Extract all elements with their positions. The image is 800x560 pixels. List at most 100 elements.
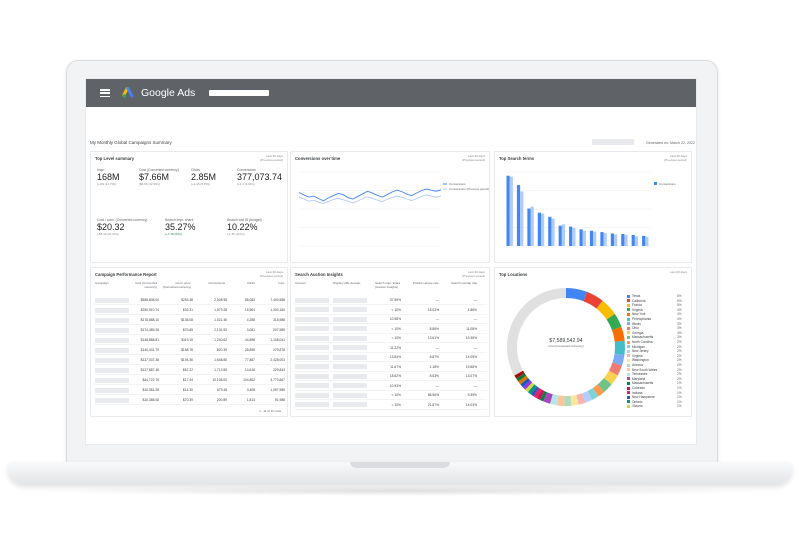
location-legend-item[interactable]: New Jersey (627, 349, 649, 353)
table-row[interactable]: < 10% 13.61% 19.38% (295, 334, 487, 343)
table-row[interactable]: $148,888.81 $119.15 1,240.62 44,898 1,108,04… (95, 336, 285, 345)
top-locations-card: Top Locations Last 30 days $7,589,542.94… (494, 267, 692, 417)
table-row[interactable]: 37.95% — — (295, 296, 487, 305)
table-row[interactable]: $140,401.79 $168.78 820.39 28,895 279,878 (95, 346, 285, 355)
column-header[interactable]: Cost / conv. (Converted currency) (162, 281, 191, 289)
column-header[interactable]: Position above rate (413, 281, 439, 285)
location-pct: 6% (677, 294, 682, 298)
column-header[interactable]: Impr. (278, 281, 285, 285)
table-row[interactable]: 11.22% — — (295, 344, 487, 353)
location-legend-item[interactable]: Ohio (627, 326, 639, 330)
location-pct: 2% (677, 344, 682, 349)
table-cell: < 10% (391, 393, 401, 397)
hamburger-menu-icon[interactable] (100, 89, 110, 97)
donut-slice (550, 394, 559, 406)
column-header[interactable]: Display URL domain (333, 281, 361, 285)
column-header[interactable]: Search overlap rate (451, 281, 478, 285)
table-row[interactable]: $44,722.78 $17.44 10,108.00 104,802 4,773,66… (95, 376, 285, 385)
donut-slice (583, 291, 603, 309)
location-legend-item[interactable]: Pennsylvania (627, 317, 651, 321)
location-legend-item[interactable]: Virginia (627, 308, 643, 312)
table-row[interactable]: 18.62% 8.53% 13.07% (295, 372, 487, 381)
table-pager[interactable]: 1 - 11 of 11 rows (259, 409, 281, 413)
table-row[interactable]: 10.93% — — (295, 382, 487, 391)
location-legend-item[interactable]: Arizona (627, 363, 643, 367)
metric-value: 377,073.74 (237, 172, 283, 182)
bar (634, 236, 639, 246)
table-row[interactable]: < 10% 66.56% 9.39% (295, 391, 487, 400)
domain-redacted (333, 373, 367, 379)
account-redacted (295, 316, 329, 322)
date-range-pill[interactable] (592, 139, 634, 145)
donut-slice (522, 380, 533, 390)
column-header[interactable]: Campaign (95, 281, 109, 285)
location-legend-item[interactable]: Massachusetts (627, 335, 653, 339)
location-legend-item[interactable]: New Hampshire (627, 395, 655, 399)
table-row[interactable]: $10,386.08 $70.39 200.89 1,813 91,988 (95, 396, 285, 405)
table-row[interactable]: $10,381.28 $14.30 679.48 3,408 1,097,989 (95, 386, 285, 395)
table-cell: 104,802 (243, 378, 255, 382)
bar (642, 235, 646, 246)
column-header[interactable]: Cost (Converted currency) (135, 281, 157, 289)
column-header[interactable]: Conversions (208, 281, 225, 285)
table-cell: 1,713.55 (214, 368, 227, 372)
location-legend-item[interactable]: Illinois (627, 322, 641, 326)
table-cell: $119.15 (181, 338, 193, 342)
table-cell: 13.84% (389, 355, 401, 359)
location-legend-item[interactable]: Ontario (627, 400, 642, 404)
table-row[interactable]: < 10% 21.87% 14.03% (295, 401, 487, 410)
table-row[interactable]: < 10% 8.86% 11.08% (295, 325, 487, 334)
location-legend-item[interactable]: Indiana (627, 391, 642, 395)
table-row[interactable]: $174,489.28 $70.65 2,131.93 3,081 207,985 (95, 326, 285, 335)
column-header[interactable]: Clicks (247, 281, 255, 285)
table-cell: 10.93% (389, 383, 401, 388)
table-cell: 4,773,667 (270, 378, 285, 382)
table-row[interactable]: $178,888.10 $136.08 1,021.46 4,288 318,988 (95, 316, 285, 325)
location-legend-item[interactable]: Massachusetts (627, 381, 653, 385)
table-row[interactable]: $127,887.48 $67.22 1,713.55 14,618 229,843 (95, 366, 285, 375)
location-legend-item[interactable]: Georgia (627, 331, 643, 335)
table-cell: — (473, 345, 477, 350)
location-legend-item[interactable]: Colorado (627, 386, 645, 390)
location-legend-item[interactable]: Michigan (627, 345, 645, 349)
table-row[interactable]: 10.98% — — (295, 315, 487, 324)
location-name: New Jersey (632, 349, 649, 354)
location-name: Texas (632, 294, 641, 298)
table-row[interactable]: $558,808.00 $253.38 2,008.98 88,083 7,400,55… (95, 296, 285, 305)
donut-slice (530, 386, 540, 397)
location-name: Georgia (632, 330, 644, 335)
location-legend-item[interactable]: Virginia (627, 354, 643, 358)
location-legend-item[interactable]: North Carolina (627, 340, 653, 344)
location-legend-item[interactable]: Victoria (627, 404, 643, 408)
donut-slice (518, 375, 529, 385)
metric-change: (-1.45 (11%)) (227, 232, 245, 236)
legend-swatch (627, 313, 630, 317)
donut-slice (525, 382, 535, 393)
account-redacted (295, 307, 329, 312)
column-header[interactable]: Account (295, 281, 306, 285)
location-pct: 1% (677, 381, 682, 386)
column-header[interactable]: Search impr. share (Auction Insights) (375, 281, 401, 289)
location-legend-item[interactable]: Tennessee (627, 372, 647, 376)
location-legend-item[interactable]: Maryland (627, 377, 645, 381)
location-legend-item[interactable]: Florida (627, 303, 642, 307)
table-row[interactable]: 13.84% 8.87% 14.09% (295, 353, 487, 362)
table-row[interactable]: < 10% 18.03% 4.86% (295, 306, 487, 315)
legend-swatch (627, 359, 630, 363)
table-cell: 9.39% (467, 393, 477, 397)
location-legend-item[interactable]: Washington (627, 358, 649, 362)
donut-slice (576, 393, 586, 405)
location-legend-item[interactable]: New South Wales (627, 368, 657, 372)
bar (621, 233, 625, 246)
table-row[interactable]: 11.67% 1.18% 19.68% (295, 363, 487, 372)
table-cell: $70.65 (182, 328, 193, 332)
table-row[interactable]: $137,037.38 $194.36 1,648.85 77,887 2,428,00… (95, 356, 285, 365)
location-legend-item[interactable]: Texas (627, 294, 640, 298)
location-legend-item[interactable]: California (627, 299, 645, 303)
metric-label: Search lost IS (budget) (227, 218, 262, 222)
account-redacted (295, 392, 329, 398)
legend-label: Conversions (Previous period) (449, 187, 489, 191)
table-row[interactable]: $250,910.74 $32.31 1,579.28 16,961 1,000,160 (95, 306, 285, 315)
table-cell: $10,381.28 (142, 388, 159, 392)
location-legend-item[interactable]: New York (627, 312, 645, 316)
